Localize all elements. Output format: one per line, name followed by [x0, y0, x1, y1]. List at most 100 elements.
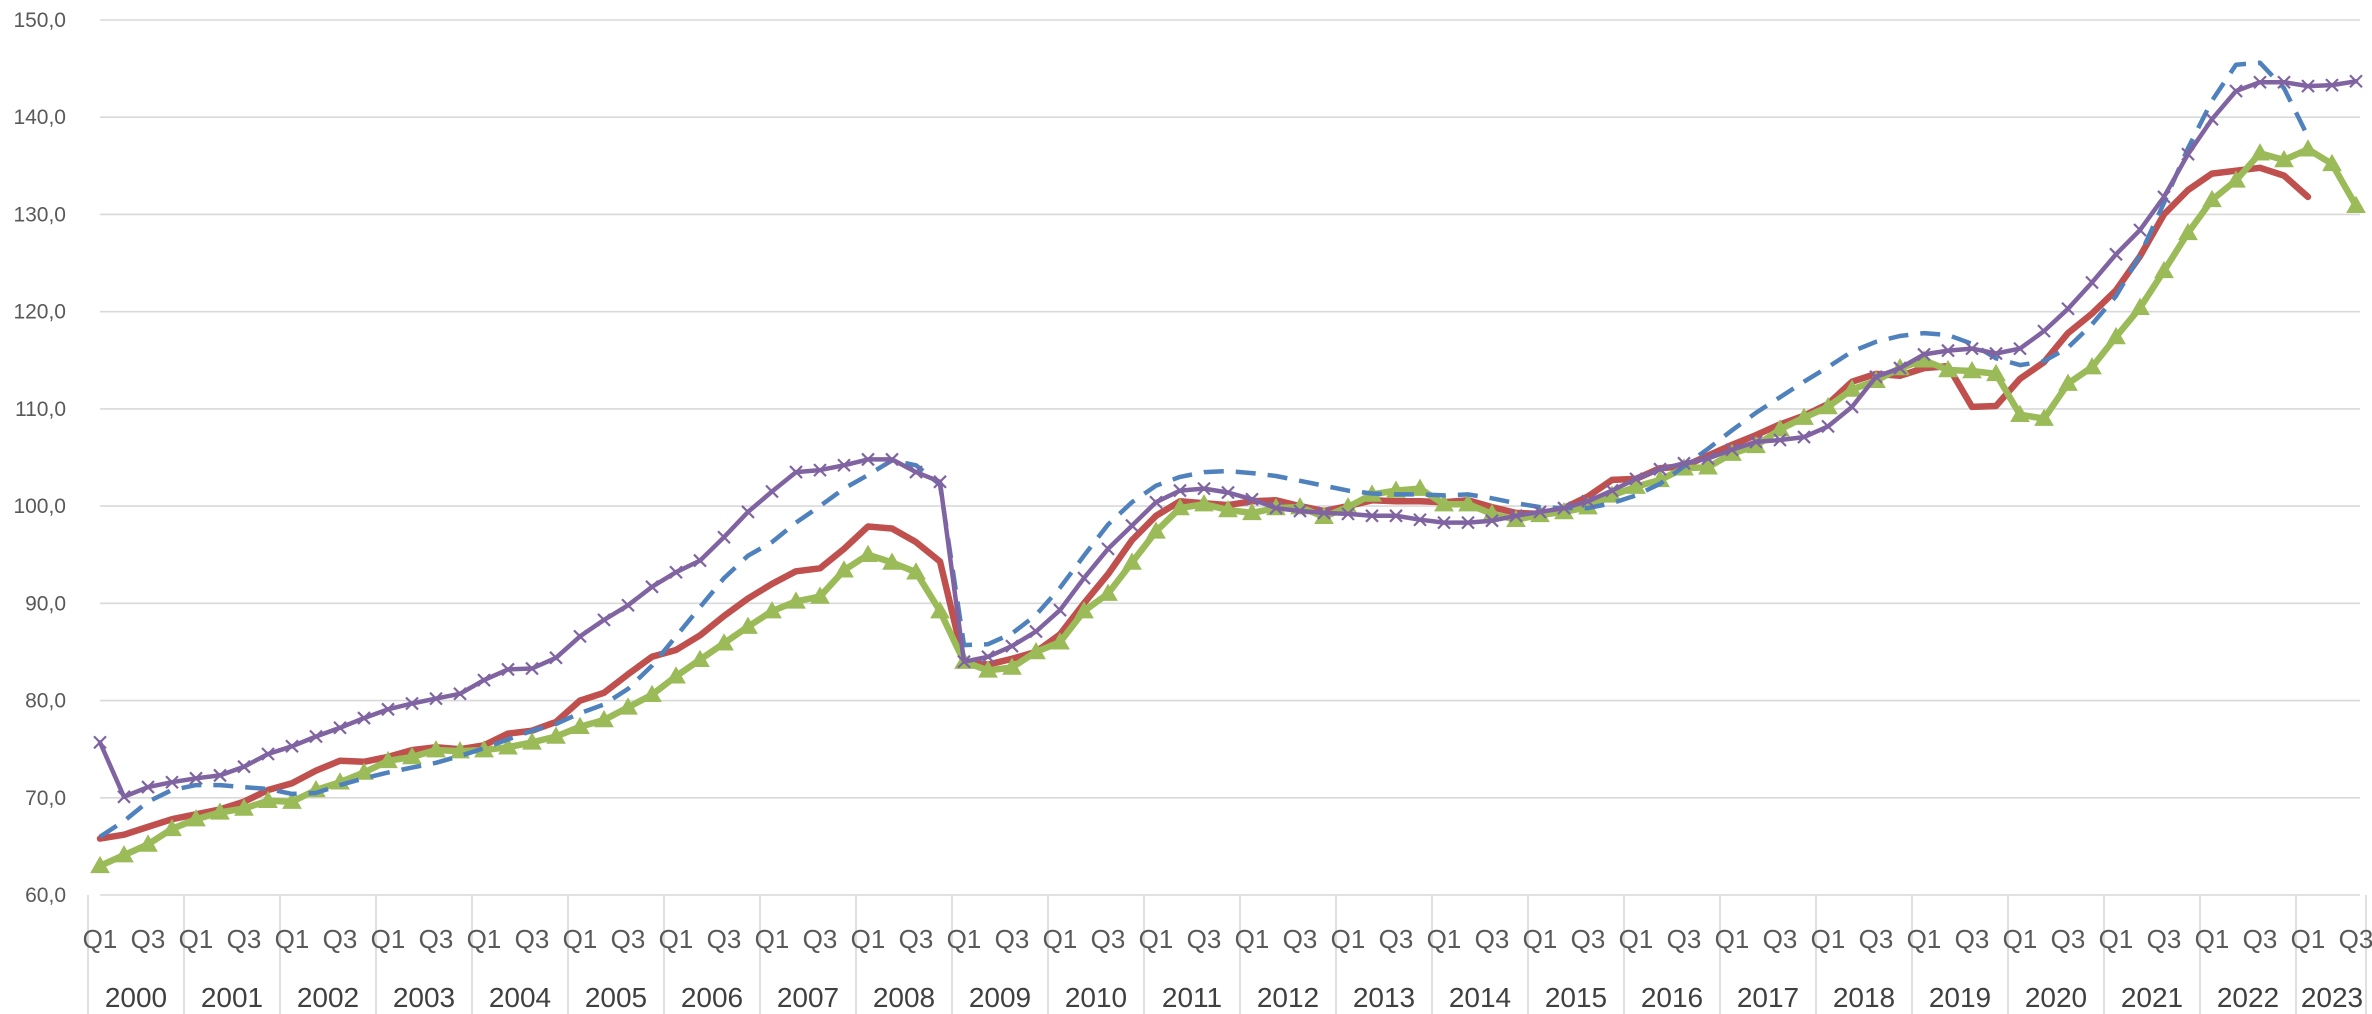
data-point-marker	[2013, 341, 2027, 356]
y-tick-label: 130,0	[13, 203, 66, 226]
data-point-marker	[1533, 505, 1547, 519]
data-point-marker	[1293, 504, 1307, 518]
y-tick-label: 140,0	[13, 106, 66, 129]
x-tick-label: Q3	[227, 924, 262, 954]
data-point-marker	[1245, 492, 1259, 507]
data-point-marker	[1842, 379, 1862, 397]
year-label: 2005	[585, 982, 647, 1013]
data-point-marker	[2277, 75, 2291, 90]
data-point-marker	[498, 737, 518, 755]
data-point-marker	[2109, 247, 2123, 262]
data-point-marker	[2154, 260, 2174, 279]
data-point-marker	[546, 726, 566, 744]
data-point-marker	[1725, 442, 1739, 457]
data-point-marker	[1098, 583, 1118, 601]
data-point-marker	[1698, 457, 1718, 475]
data-point-marker	[2037, 324, 2051, 338]
data-point-marker	[765, 484, 779, 499]
data-point-marker	[981, 650, 995, 664]
data-point-marker	[501, 662, 515, 677]
data-point-marker	[1389, 509, 1403, 523]
data-point-marker	[1050, 632, 1070, 650]
data-point-marker	[1005, 639, 1019, 653]
data-point-marker	[1365, 509, 1379, 523]
y-tick-label: 90,0	[25, 592, 66, 615]
x-tick-label: Q1	[1619, 924, 1654, 954]
data-point-marker	[354, 762, 374, 780]
data-point-marker	[738, 616, 758, 634]
data-point-marker	[1821, 419, 1835, 434]
data-point-marker	[333, 721, 347, 735]
data-point-marker	[690, 649, 710, 667]
data-point-marker	[1458, 494, 1478, 512]
data-point-marker	[1749, 435, 1763, 449]
x-tick-label: Q1	[1811, 924, 1846, 954]
year-label: 2016	[1641, 982, 1703, 1013]
data-point-marker	[2157, 190, 2171, 204]
y-tick-label: 100,0	[13, 495, 66, 518]
data-point-marker	[2061, 301, 2075, 316]
data-point-marker	[1173, 483, 1187, 498]
data-point-marker	[1965, 341, 1979, 356]
data-point-marker	[1845, 400, 1859, 414]
data-point-marker	[234, 798, 254, 816]
data-point-marker	[1410, 478, 1430, 496]
data-point-marker	[1701, 451, 1715, 466]
y-tick-label: 110,0	[15, 398, 66, 421]
y-tick-label: 60,0	[25, 884, 66, 907]
year-label: 2019	[1929, 982, 1991, 1013]
data-point-marker	[1938, 359, 1958, 378]
data-point-marker	[2133, 223, 2147, 237]
data-point-marker	[957, 654, 971, 669]
year-label: 2023	[2301, 982, 2363, 1013]
data-point-marker	[2205, 112, 2219, 126]
y-tick-label: 150,0	[13, 9, 66, 32]
data-point-marker	[813, 463, 827, 477]
series-lines	[90, 60, 2366, 874]
data-point-marker	[261, 747, 275, 761]
data-point-marker	[1170, 498, 1190, 516]
x-tick-label: Q3	[2147, 924, 2182, 954]
data-point-marker	[762, 601, 782, 619]
x-tick-label: Q1	[755, 924, 790, 954]
data-point-marker	[138, 834, 158, 852]
data-point-marker	[1485, 513, 1499, 528]
data-point-marker	[2322, 153, 2342, 172]
data-point-marker	[1770, 419, 1790, 437]
data-point-marker	[2202, 189, 2222, 208]
x-tick-label: Q1	[563, 924, 598, 954]
x-tick-label: Q1	[1907, 924, 1942, 954]
x-tick-label: Q3	[707, 924, 742, 954]
data-point-marker	[1605, 483, 1619, 498]
year-label: 2004	[489, 982, 551, 1013]
x-tick-label: Q1	[1043, 924, 1078, 954]
data-point-marker	[837, 458, 851, 473]
x-tick-label: Q3	[803, 924, 838, 954]
data-point-marker	[570, 716, 590, 735]
data-point-marker	[1149, 495, 1163, 509]
x-tick-label: Q3	[323, 924, 358, 954]
year-label: 2002	[297, 982, 359, 1013]
x-tick-label: Q1	[851, 924, 886, 954]
data-point-marker	[90, 855, 110, 874]
data-point-marker	[1314, 506, 1334, 525]
data-point-marker	[669, 565, 683, 579]
data-point-marker	[357, 711, 371, 725]
data-point-marker	[1197, 481, 1211, 496]
data-point-marker	[258, 790, 278, 808]
data-point-marker	[210, 802, 230, 820]
data-point-marker	[1101, 542, 1115, 556]
year-label: 2009	[969, 982, 1031, 1013]
data-point-marker	[237, 759, 251, 774]
data-point-marker	[1122, 552, 1142, 570]
year-label: 2012	[1257, 982, 1319, 1013]
data-point-marker	[1797, 430, 1811, 444]
data-point-marker	[1653, 462, 1667, 476]
x-tick-label: Q1	[2003, 924, 2038, 954]
data-point-marker	[885, 452, 899, 467]
data-point-marker	[1629, 472, 1643, 486]
x-tick-label: Q1	[2291, 924, 2326, 954]
data-point-marker	[861, 452, 875, 467]
